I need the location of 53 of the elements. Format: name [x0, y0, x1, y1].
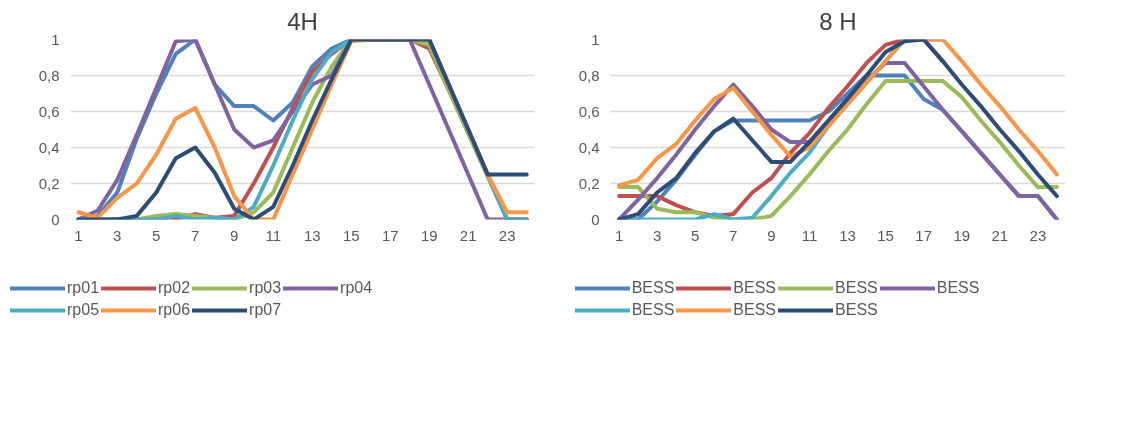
x-tick-label: 3 [652, 226, 662, 244]
x-tick-label: 7 [729, 226, 738, 244]
x-tick-label: 15 [342, 226, 360, 244]
x-tick-label: 13 [303, 226, 321, 244]
y-tick-label: 0,4 [578, 138, 600, 156]
x-tick-label: 21 [991, 226, 1009, 244]
y-tick-label: 0 [591, 210, 600, 228]
x-tick-label: 23 [498, 226, 516, 244]
y-tick-label: 0 [51, 210, 60, 228]
y-tick-label: 0,2 [578, 174, 600, 192]
legend-label: BESS [733, 301, 777, 319]
y-tick-label: 0,6 [578, 102, 600, 120]
x-tick-label: 15 [877, 226, 894, 244]
legend-label: BESS [835, 279, 878, 297]
y-tick-label: 0,6 [38, 102, 60, 120]
chart-title: 4H [287, 7, 318, 35]
legend-label: rp05 [67, 301, 100, 319]
legend-label: BESS [631, 301, 675, 319]
x-tick-label: 1 [614, 226, 624, 244]
x-tick-label: 23 [1029, 226, 1047, 244]
y-tick-label: 1 [51, 30, 60, 48]
legend-label: rp04 [340, 279, 373, 297]
x-tick-label: 9 [767, 226, 776, 244]
x-tick-label: 5 [152, 226, 161, 244]
x-tick-label: 17 [381, 226, 399, 244]
y-tick-label: 0,2 [38, 174, 60, 192]
x-tick-label: 21 [459, 226, 477, 244]
legend-label: BESS [631, 279, 675, 297]
x-tick-label: 9 [230, 226, 239, 244]
chart-title: 8 H [819, 7, 857, 35]
legend-label: rp07 [249, 301, 282, 319]
x-tick-label: 19 [953, 226, 971, 244]
x-tick-label: 13 [839, 226, 856, 244]
x-tick-label: 17 [915, 226, 933, 244]
y-tick-label: 0,8 [38, 66, 60, 84]
legend-label: rp01 [67, 279, 100, 297]
legend-label: rp06 [158, 301, 191, 319]
x-tick-label: 11 [801, 226, 818, 244]
x-tick-label: 19 [420, 226, 438, 244]
legend-label: rp03 [249, 279, 282, 297]
line-series [617, 39, 1059, 188]
legend-label: rp02 [158, 279, 191, 297]
legend-label: BESS [936, 279, 980, 297]
y-tick-label: 1 [591, 30, 600, 48]
x-tick-label: 1 [74, 226, 83, 244]
legend-label: BESS [733, 279, 777, 297]
x-tick-label: 3 [113, 226, 122, 244]
y-tick-label: 0,4 [38, 138, 60, 156]
x-tick-label: 11 [265, 226, 282, 244]
y-tick-label: 0,8 [578, 66, 600, 84]
x-tick-label: 5 [691, 226, 700, 244]
legend-label: BESS [835, 301, 878, 319]
x-tick-label: 7 [191, 226, 200, 244]
